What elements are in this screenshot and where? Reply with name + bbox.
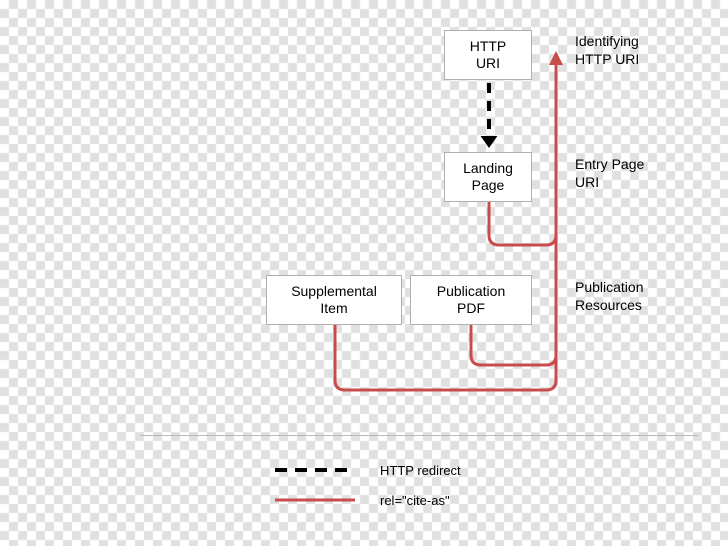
annotation-entry-line1: Entry Page <box>575 156 644 172</box>
node-publication-pdf-line2: PDF <box>457 300 485 318</box>
annotation-pubres-line1: Publication <box>575 279 644 295</box>
annotation-pubres-line2: Resources <box>575 297 642 313</box>
node-supplemental-line1: Supplemental <box>291 283 377 301</box>
node-http-uri: HTTP URI <box>444 30 532 80</box>
annotation-publication-resources: Publication Resources <box>575 278 644 314</box>
annotation-entry-line2: URI <box>575 174 599 190</box>
annotation-identifying-line2: HTTP URI <box>575 51 639 67</box>
edges-svg <box>0 0 728 546</box>
node-supplemental-item: Supplemental Item <box>266 275 402 325</box>
node-publication-pdf: Publication PDF <box>410 275 532 325</box>
legend-http-redirect-label: HTTP redirect <box>380 463 461 478</box>
node-supplemental-line2: Item <box>320 300 347 318</box>
annotation-identifying-uri: Identifying HTTP URI <box>575 32 639 68</box>
annotation-entry-page: Entry Page URI <box>575 155 644 191</box>
annotation-identifying-line1: Identifying <box>575 33 639 49</box>
node-http-uri-line1: HTTP <box>470 38 507 56</box>
node-landing-page-line1: Landing <box>463 160 513 178</box>
legend-cite-as-label: rel="cite-as" <box>380 493 450 508</box>
node-http-uri-line2: URI <box>476 55 500 73</box>
node-publication-pdf-line1: Publication <box>437 283 506 301</box>
legend-divider <box>140 435 698 436</box>
node-landing-page-line2: Page <box>472 177 505 195</box>
diagram-stage: HTTP URI Landing Page Publication PDF Su… <box>0 0 728 546</box>
node-landing-page: Landing Page <box>444 152 532 202</box>
